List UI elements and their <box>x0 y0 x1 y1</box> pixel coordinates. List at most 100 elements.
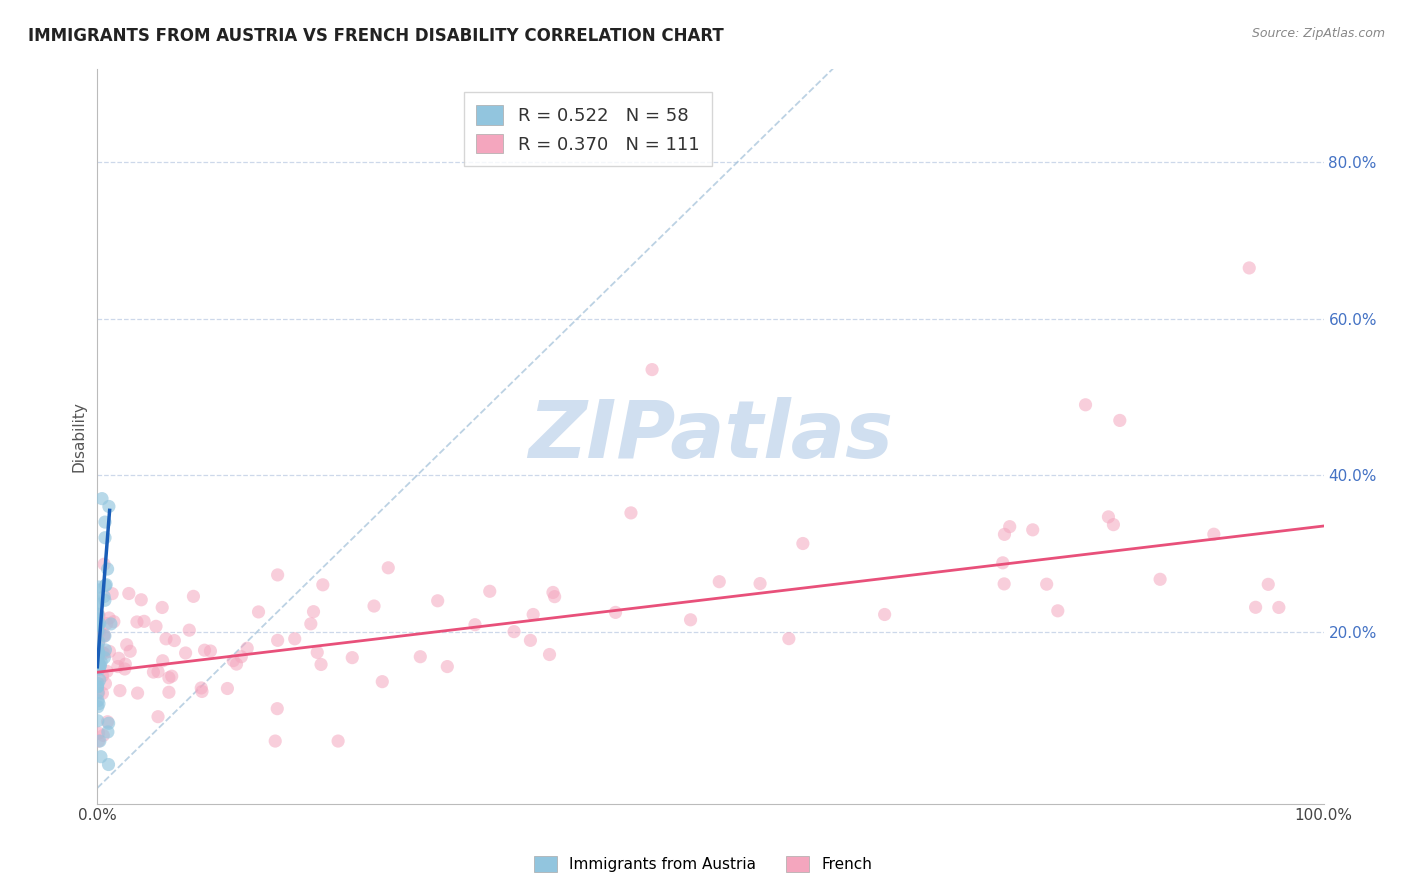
Point <box>125 615 148 629</box>
Point <box>436 659 458 673</box>
Point <box>749 576 772 591</box>
Point <box>1022 523 1045 537</box>
Legend: R = 0.522   N = 58, R = 0.370   N = 111: R = 0.522 N = 58, R = 0.370 N = 111 <box>464 92 711 166</box>
Point <box>87 624 110 638</box>
Point <box>478 584 501 599</box>
Point <box>87 726 110 740</box>
Point <box>146 709 169 723</box>
Point <box>87 660 110 674</box>
Point <box>873 607 896 622</box>
Point <box>155 632 177 646</box>
Point <box>91 669 114 683</box>
Point <box>86 607 108 621</box>
Point <box>87 685 110 699</box>
Point <box>87 654 110 668</box>
Point <box>87 646 110 660</box>
Point <box>191 684 214 698</box>
Point <box>377 561 399 575</box>
Point <box>679 613 702 627</box>
Point <box>114 662 136 676</box>
Point <box>993 577 1015 591</box>
Point <box>247 605 270 619</box>
Point <box>97 500 120 514</box>
Point <box>114 657 136 672</box>
Point <box>342 650 364 665</box>
Point <box>93 629 115 643</box>
Point <box>96 616 118 631</box>
Point <box>87 649 110 664</box>
Point <box>264 734 287 748</box>
Point <box>87 644 110 658</box>
Point <box>160 669 183 683</box>
Point <box>97 725 120 739</box>
Point <box>299 616 322 631</box>
Point <box>312 578 335 592</box>
Point <box>93 590 115 604</box>
Point <box>87 693 110 707</box>
Point <box>86 661 108 675</box>
Point <box>1149 572 1171 586</box>
Point <box>87 634 110 648</box>
Point <box>1097 509 1119 524</box>
Point <box>519 633 541 648</box>
Point <box>1257 577 1279 591</box>
Point <box>266 701 288 715</box>
Point <box>86 654 108 668</box>
Point <box>87 616 110 631</box>
Point <box>426 594 449 608</box>
Point <box>792 536 814 550</box>
Point <box>87 697 110 711</box>
Point <box>174 646 197 660</box>
Point <box>115 638 138 652</box>
Point <box>309 657 332 672</box>
Point <box>90 749 112 764</box>
Point <box>87 646 110 660</box>
Point <box>87 580 110 594</box>
Point <box>118 586 141 600</box>
Point <box>86 649 108 664</box>
Point <box>236 641 259 656</box>
Point <box>87 649 110 664</box>
Point <box>1102 517 1125 532</box>
Point <box>179 623 201 637</box>
Point <box>86 612 108 626</box>
Point <box>93 647 115 661</box>
Point <box>96 577 118 591</box>
Point <box>409 649 432 664</box>
Point <box>87 659 110 673</box>
Point <box>87 714 110 728</box>
Point <box>302 605 325 619</box>
Point <box>993 527 1015 541</box>
Point <box>94 643 117 657</box>
Text: ZIPatlas: ZIPatlas <box>529 397 893 475</box>
Point <box>183 590 205 604</box>
Point <box>709 574 731 589</box>
Point <box>1239 260 1261 275</box>
Point <box>1268 600 1291 615</box>
Point <box>89 658 111 673</box>
Point <box>96 714 118 729</box>
Point <box>538 648 561 662</box>
Point <box>190 681 212 695</box>
Point <box>89 734 111 748</box>
Point <box>93 628 115 642</box>
Point <box>100 616 122 631</box>
Point <box>89 673 111 687</box>
Point <box>86 680 108 694</box>
Point <box>1244 600 1267 615</box>
Point <box>142 665 165 679</box>
Point <box>620 506 643 520</box>
Point <box>87 644 110 658</box>
Point <box>266 568 288 582</box>
Text: IMMIGRANTS FROM AUSTRIA VS FRENCH DISABILITY CORRELATION CHART: IMMIGRANTS FROM AUSTRIA VS FRENCH DISABI… <box>28 27 724 45</box>
Point <box>145 619 167 633</box>
Point <box>146 665 169 679</box>
Text: Source: ZipAtlas.com: Source: ZipAtlas.com <box>1251 27 1385 40</box>
Point <box>101 587 124 601</box>
Point <box>127 686 149 700</box>
Point <box>150 600 173 615</box>
Point <box>98 644 121 658</box>
Point <box>91 728 114 742</box>
Point <box>605 606 627 620</box>
Point <box>998 519 1021 533</box>
